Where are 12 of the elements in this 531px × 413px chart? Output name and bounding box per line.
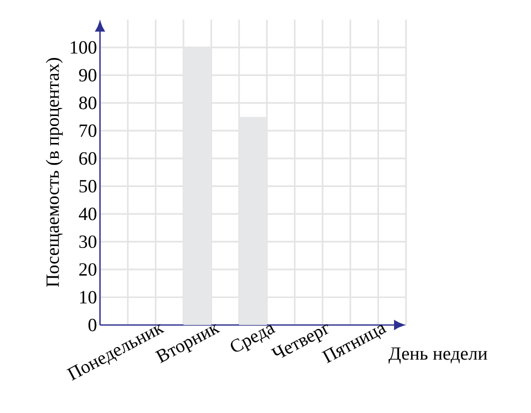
y-tick-label: 40 [78,208,96,220]
y-tick-label: 70 [80,124,96,137]
y-tick-label: 50 [80,180,96,192]
y-tick-label: 100 [70,41,96,54]
y-axis-title: Посещаемость (в процентах) [46,58,63,287]
y-tick-label: 20 [79,263,96,276]
y-tick-label: 30 [79,235,96,248]
y-tick-label: 90 [79,68,96,82]
y-tick-label: 80 [79,96,96,110]
y-tick-label: 60 [79,152,96,165]
y-tick-label: 10 [80,290,96,304]
x-axis-title: День недели [388,347,488,364]
